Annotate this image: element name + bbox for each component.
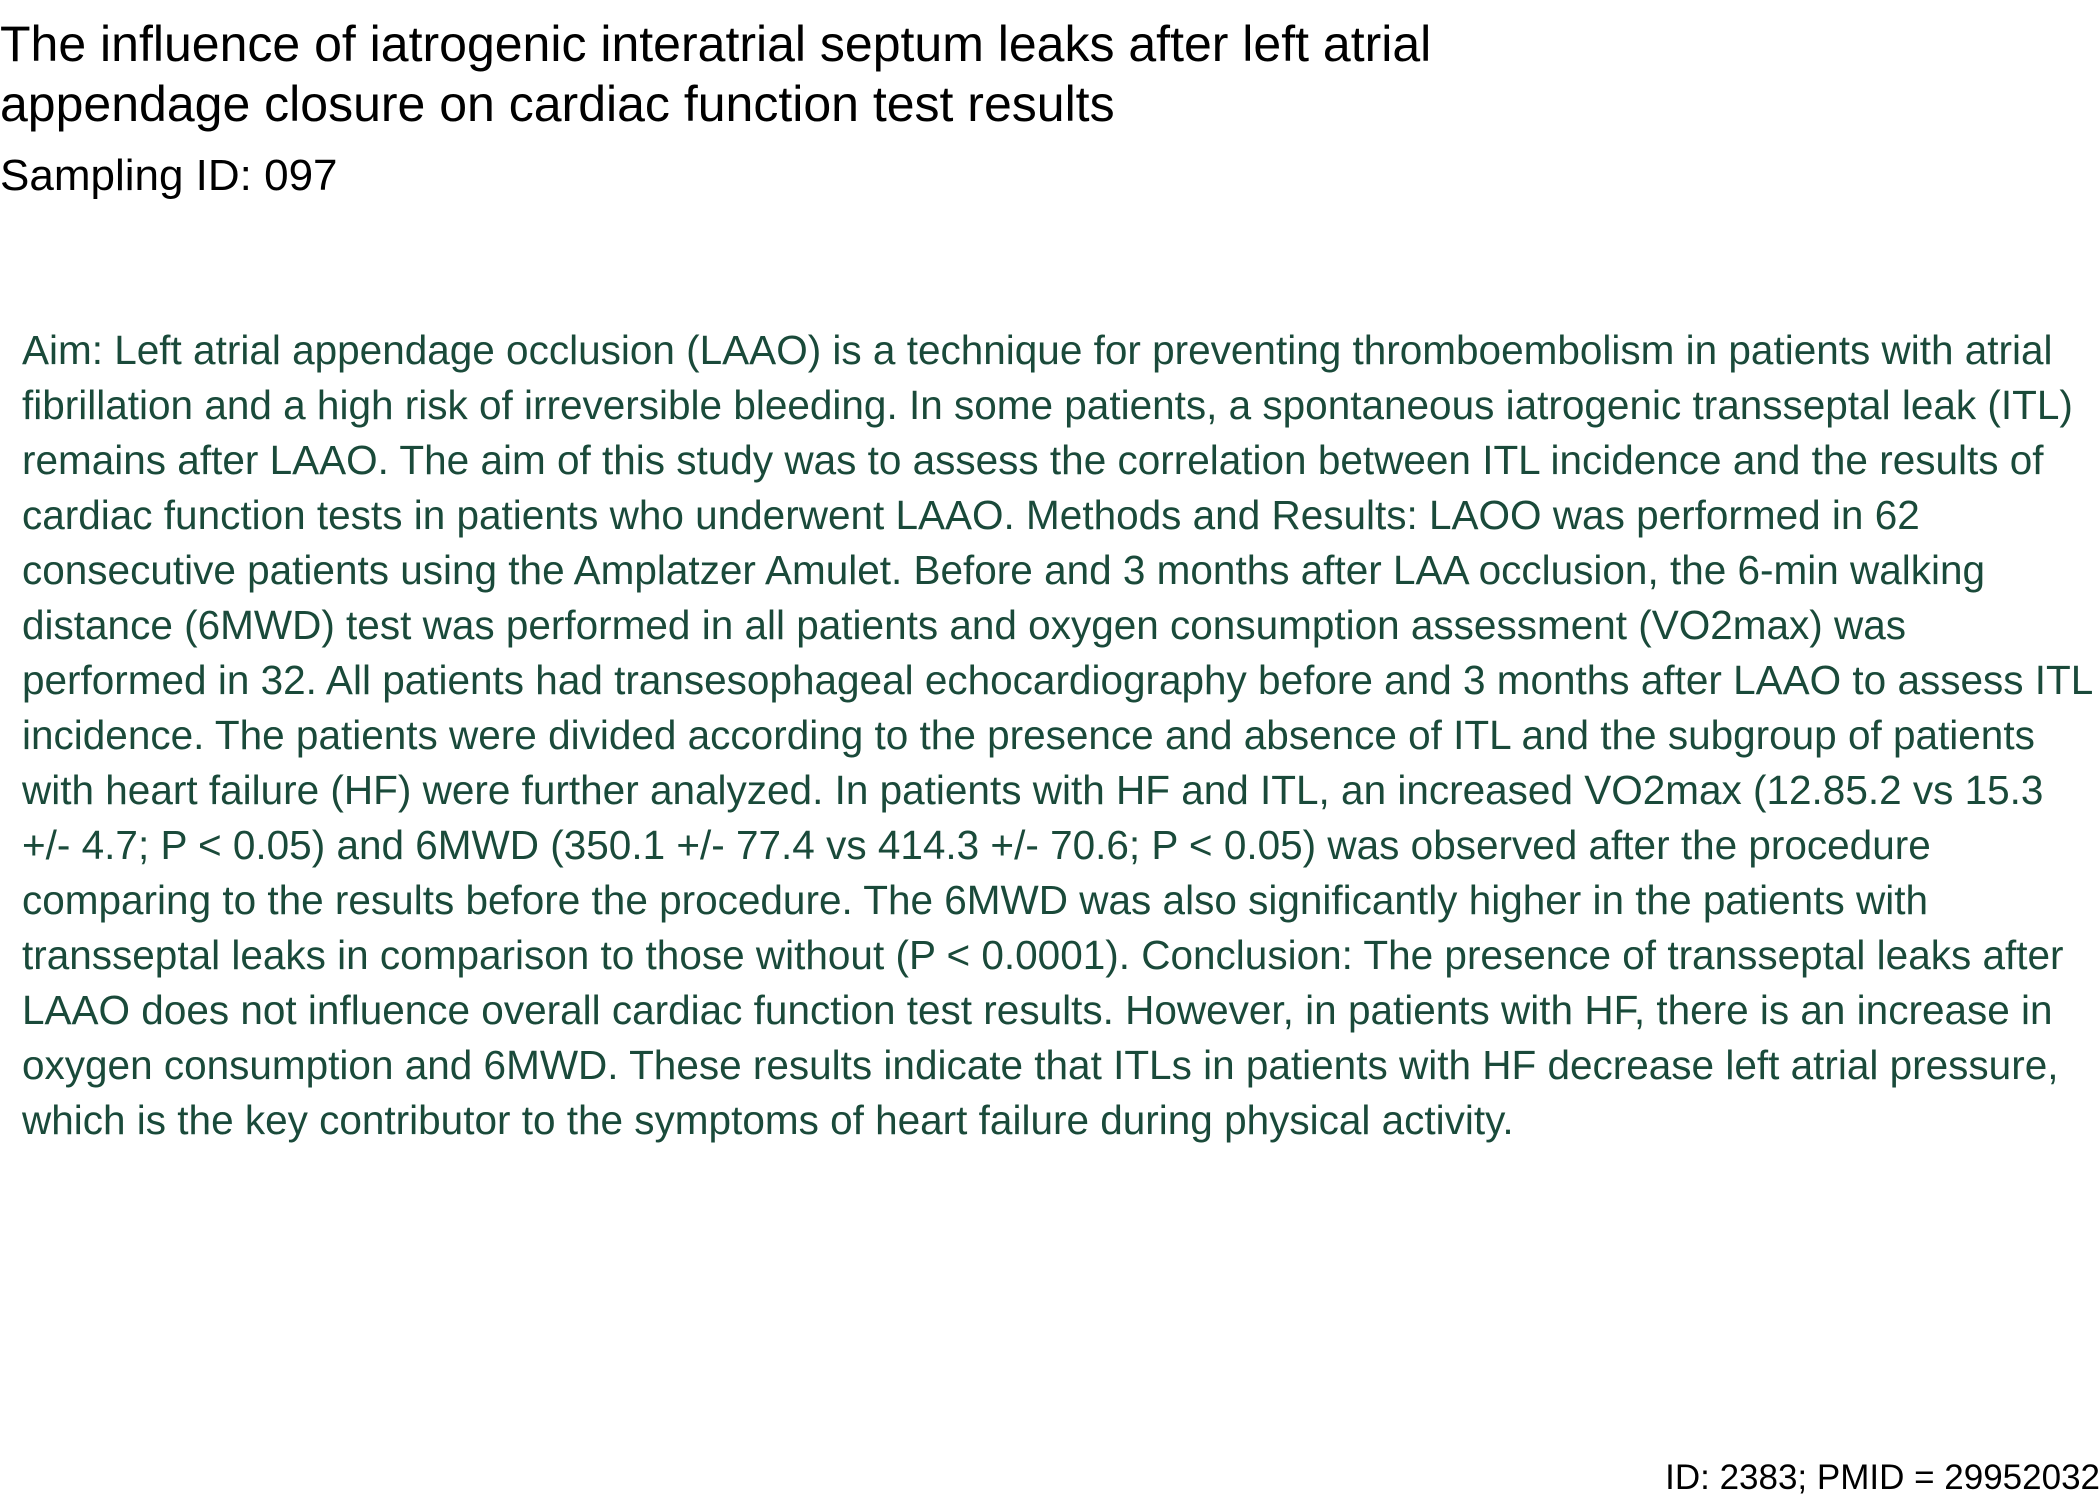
abstract-text: Aim: Left atrial appendage occlusion (LA…: [22, 327, 2092, 1143]
footer-id: ID: 2383; PMID = 29952032: [1665, 1458, 2100, 1497]
sampling-id: Sampling ID: 097: [0, 151, 338, 200]
document-title: The influence of iatrogenic interatrial …: [0, 16, 1432, 132]
